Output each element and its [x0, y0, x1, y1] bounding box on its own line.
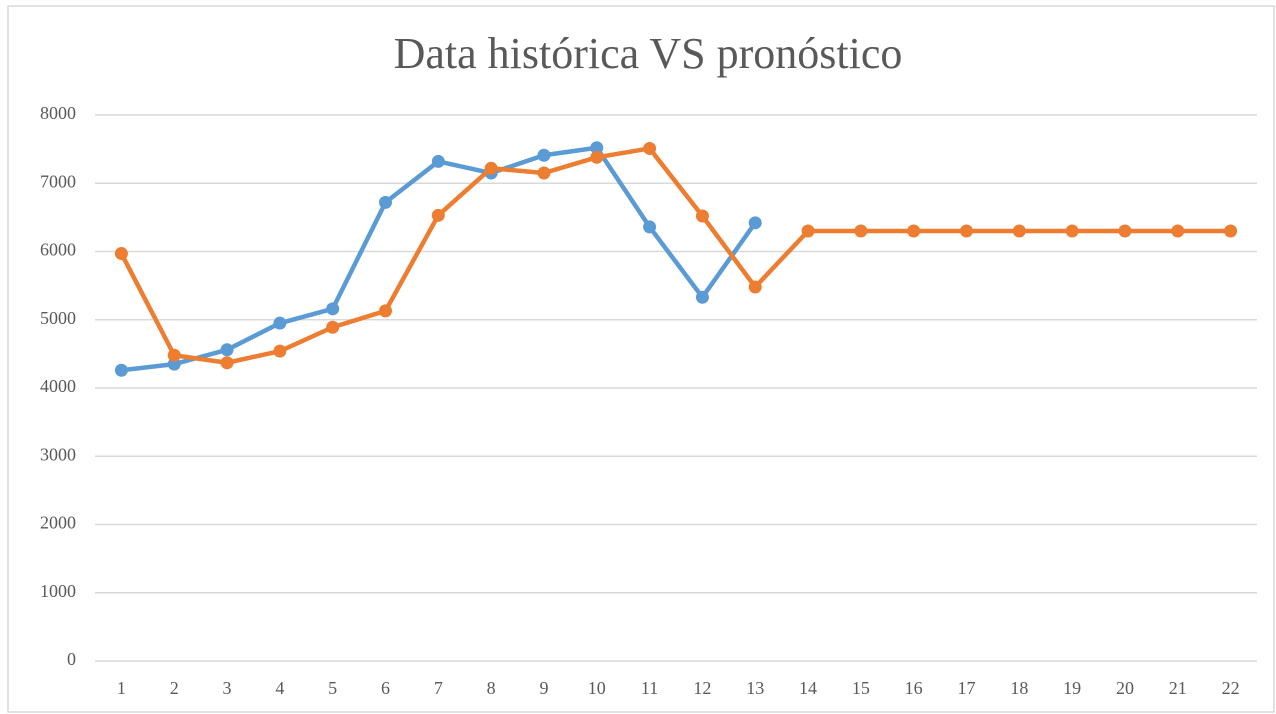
x-tick-label: 3	[223, 678, 232, 698]
data-point	[326, 302, 340, 316]
data-point	[748, 280, 762, 294]
data-point	[695, 290, 709, 304]
data-point	[1118, 224, 1132, 238]
x-tick-label: 2	[170, 678, 179, 698]
y-tick-label: 1000	[40, 581, 76, 601]
x-tick-label: 15	[852, 678, 870, 698]
data-point	[590, 141, 604, 155]
y-tick-label: 6000	[40, 240, 76, 260]
data-point	[431, 154, 445, 168]
data-point	[220, 356, 234, 370]
data-point	[643, 141, 657, 155]
x-tick-label: 18	[1010, 678, 1028, 698]
data-point	[1065, 224, 1079, 238]
data-point	[431, 208, 445, 222]
x-tick-label: 8	[487, 678, 496, 698]
data-point	[1224, 224, 1238, 238]
data-point	[273, 344, 287, 358]
data-point	[167, 348, 181, 362]
x-tick-label: 17	[958, 678, 976, 698]
y-tick-label: 0	[67, 649, 76, 669]
x-tick-label: 16	[905, 678, 923, 698]
data-point	[537, 148, 551, 162]
data-point	[854, 224, 868, 238]
x-tick-label: 6	[381, 678, 390, 698]
data-point	[907, 224, 921, 238]
data-point	[695, 209, 709, 223]
data-point	[379, 304, 392, 318]
data-point	[801, 224, 815, 238]
x-tick-label: 13	[746, 678, 764, 698]
x-tick-label: 12	[693, 678, 711, 698]
data-point	[326, 320, 340, 334]
data-point	[484, 161, 498, 175]
data-point	[960, 224, 973, 238]
x-tick-label: 19	[1063, 678, 1081, 698]
x-tick-label: 20	[1116, 678, 1134, 698]
x-tick-label: 21	[1169, 678, 1187, 698]
x-tick-label: 7	[434, 678, 443, 698]
x-tick-label: 10	[588, 678, 606, 698]
data-point	[220, 343, 234, 357]
data-point	[1012, 224, 1026, 238]
data-point	[114, 363, 128, 377]
y-tick-label: 5000	[40, 308, 76, 328]
y-tick-label: 8000	[40, 103, 76, 123]
chart-border	[7, 5, 1275, 713]
x-tick-label: 22	[1222, 678, 1240, 698]
y-tick-label: 7000	[40, 171, 76, 191]
x-tick-label: 1	[117, 678, 126, 698]
data-point	[748, 216, 762, 230]
data-point	[114, 247, 128, 261]
y-tick-label: 3000	[40, 444, 76, 464]
x-tick-label: 4	[275, 678, 284, 698]
chart-title: Data histórica VS pronóstico	[394, 29, 903, 78]
data-point	[379, 195, 392, 209]
data-point	[643, 220, 657, 234]
series-line	[119, 146, 1231, 365]
data-point	[1171, 224, 1185, 238]
x-tick-label: 9	[539, 678, 548, 698]
data-point	[537, 166, 551, 180]
data-point	[273, 316, 287, 330]
data-point	[590, 150, 604, 164]
y-tick-label: 2000	[40, 513, 76, 533]
x-tick-label: 5	[328, 678, 337, 698]
y-tick-label: 4000	[40, 376, 76, 396]
x-tick-label: 11	[641, 678, 658, 698]
x-tick-label: 14	[799, 678, 817, 698]
